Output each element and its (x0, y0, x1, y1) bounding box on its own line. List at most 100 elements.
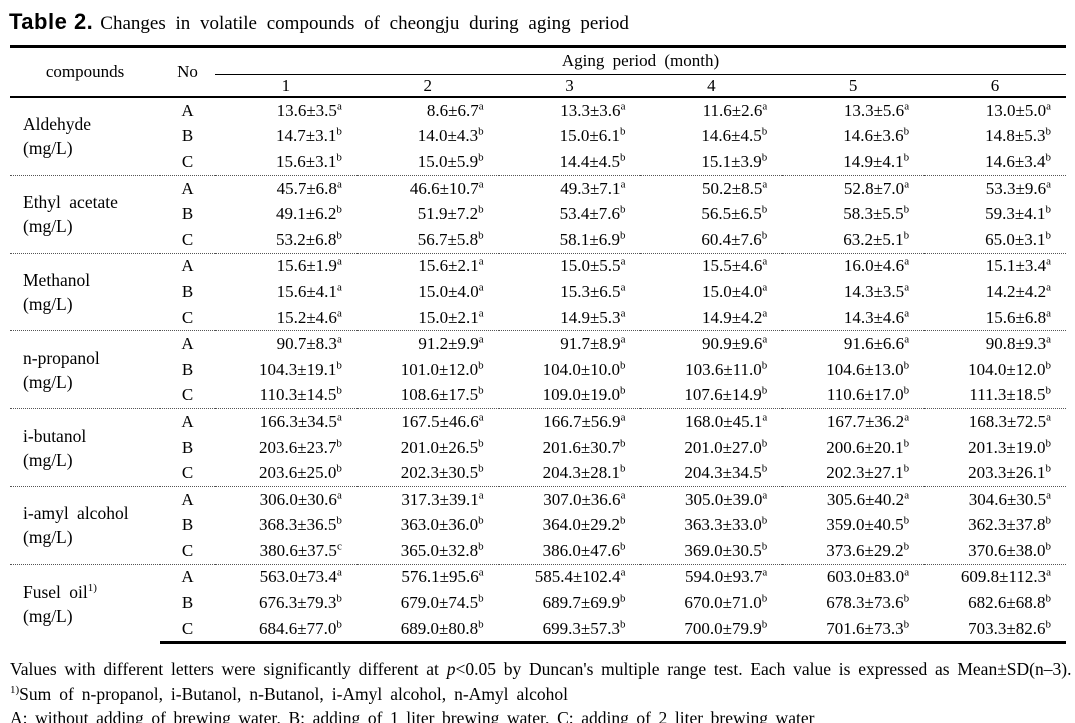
value-cell: 364.0±29.2b (499, 513, 641, 539)
mean-sd-value: 8.6±6.7 (426, 100, 479, 120)
significance-letter: b (619, 203, 626, 216)
mean-sd-value: 110.6±17.0 (826, 385, 904, 405)
sample-no-cell: C (181, 463, 194, 483)
value-cell: 678.3±73.6b (782, 590, 924, 616)
mean-sd-value: 15.1±3.4 (985, 256, 1047, 276)
table-row: B 14.7±3.1b 14.0±4.3b 15.0±6.1b 14.6±4.5b 14.… (10, 124, 1066, 150)
value-cell: 203.6±25.0b (215, 460, 357, 486)
value-cell: 359.0±40.5b (782, 513, 924, 539)
value-cell: 168.3±72.5a (924, 408, 1066, 435)
mean-sd-value: 603.0±83.0 (826, 567, 905, 587)
significance-letter: b (478, 359, 484, 372)
significance-letter: b (1045, 203, 1052, 216)
mean-sd-value: 585.4±102.4 (534, 567, 621, 587)
mean-sd-value: 15.6±4.1 (276, 281, 337, 301)
value-cell: 386.0±47.6b (499, 538, 641, 564)
col-header-no: No (160, 46, 216, 98)
value-cell: 91.6±6.6a (782, 330, 925, 357)
mean-sd-value: 15.5±4.6 (702, 256, 763, 276)
mean-sd-value: 15.6±3.1 (275, 151, 337, 171)
significance-letter: b (761, 359, 768, 372)
mean-sd-value: 14.3±3.5 (843, 281, 905, 301)
value-cell: 16.0±4.6a (782, 252, 925, 280)
mean-sd-value: 45.7±6.8 (276, 178, 337, 198)
mean-sd-value: 699.3±57.3 (542, 618, 620, 638)
mean-sd-value: 15.6±6.8 (985, 307, 1047, 327)
mean-sd-value: 15.6±1.9 (276, 256, 337, 276)
col-header-compounds: compounds (10, 46, 161, 98)
sample-no-cell: A (181, 100, 194, 120)
significance-letter: a (904, 333, 910, 346)
value-cell: 15.6±3.1b (215, 149, 357, 175)
compound-name-text: Ethyl acetate (23, 192, 118, 213)
significance-letter: a (762, 255, 768, 268)
value-cell: 14.4±4.5b (499, 149, 641, 175)
significance-letter: a (620, 100, 626, 113)
value-cell: 111.3±18.5b (924, 383, 1066, 409)
significance-letter: b (619, 359, 626, 372)
mean-sd-value: 15.0±5.9 (417, 151, 479, 171)
value-cell: 202.3±27.1b (782, 460, 924, 486)
table-row: C 15.6±3.1b 15.0±5.9b 14.4±4.5b 15.1±3.9b 14.… (10, 149, 1066, 175)
compound-unit: (mg/L) (23, 216, 73, 237)
mean-sd-value: 14.9±4.2 (702, 307, 763, 327)
compound-unit: (mg/L) (23, 371, 73, 392)
footnote-treatments: A: without adding of brewing water, B: a… (10, 708, 815, 723)
mean-sd-value: 203.6±23.7 (258, 437, 337, 457)
value-cell: 14.6±4.5b (640, 124, 782, 150)
value-cell: 90.9±9.6a (640, 330, 783, 357)
table-row: B 368.3±36.5b 363.0±36.0b 364.0±29.2b 363.3±… (10, 513, 1066, 539)
significance-letter: a (620, 177, 626, 190)
significance-letter: a (478, 177, 484, 190)
mean-sd-value: 370.6±38.0 (968, 540, 1046, 560)
mean-sd-value: 362.3±37.8 (968, 515, 1046, 535)
value-cell: 14.3±4.6a (782, 305, 924, 331)
mean-sd-value: 109.0±19.0 (542, 385, 620, 405)
significance-letter: b (478, 436, 484, 449)
significance-letter: a (904, 255, 910, 268)
mean-sd-value: 104.6±13.0 (826, 359, 904, 379)
value-cell: 45.7±6.8a (215, 174, 357, 202)
sample-no-cell: C (181, 385, 194, 405)
significance-letter: b (478, 514, 484, 527)
mean-sd-value: 380.6±37.5 (259, 540, 337, 560)
table-row: B 676.3±79.3b 679.0±74.5b 689.7±69.9b 670.0±… (10, 590, 1066, 616)
compound-name-text: Aldehyde (23, 114, 92, 135)
footnote-text: p (446, 659, 456, 680)
value-cell: 14.8±5.3b (924, 124, 1066, 150)
value-cell: 15.6±6.8a (924, 305, 1066, 331)
value-cell: 703.3±82.6b (924, 615, 1066, 645)
significance-letter: b (1045, 151, 1052, 164)
significance-letter: a (478, 333, 484, 346)
significance-letter: b (478, 151, 484, 164)
value-cell: 14.9±4.1b (782, 149, 924, 175)
significance-letter: c (336, 540, 342, 553)
value-cell: 14.2±4.2a (924, 279, 1066, 305)
value-cell: 58.1±6.9b (499, 227, 641, 253)
sample-no-cell: C (160, 615, 216, 645)
value-cell: 108.6±17.5b (357, 383, 499, 409)
mean-sd-value: 703.3±82.6 (968, 618, 1046, 638)
significance-letter: b (336, 151, 342, 164)
sample-no-cell: A (160, 408, 216, 435)
value-cell: 167.5±46.6a (356, 408, 499, 435)
mean-sd-value: 359.0±40.5 (826, 515, 904, 535)
compound-name-text: i-butanol (23, 425, 87, 446)
significance-letter: a (762, 333, 768, 346)
significance-letter: a (336, 177, 342, 190)
col-header-month-4: 4 (640, 74, 783, 98)
sample-no-cell: B (181, 515, 194, 535)
value-cell: 682.6±68.8b (924, 590, 1066, 616)
table-row: C 110.3±14.5b 108.6±17.5b 109.0±19.0b 107.6±… (10, 383, 1066, 409)
significance-letter: b (336, 203, 342, 216)
mean-sd-value: 110.3±14.5 (259, 385, 337, 405)
mean-sd-value: 168.3±72.5 (968, 411, 1047, 431)
compound-name: Aldehyde (23, 112, 160, 136)
volatile-compounds-table: compounds No Aging period (month) 1 2 3 … (10, 45, 1066, 645)
mean-sd-value: 14.9±4.1 (843, 151, 904, 171)
value-cell: 689.7±69.9b (499, 590, 641, 616)
significance-letter: a (478, 281, 484, 294)
table-number-label: Table 2. (9, 9, 94, 34)
significance-letter: a (762, 566, 768, 579)
compound-name: i-amyl alcohol (23, 501, 160, 525)
